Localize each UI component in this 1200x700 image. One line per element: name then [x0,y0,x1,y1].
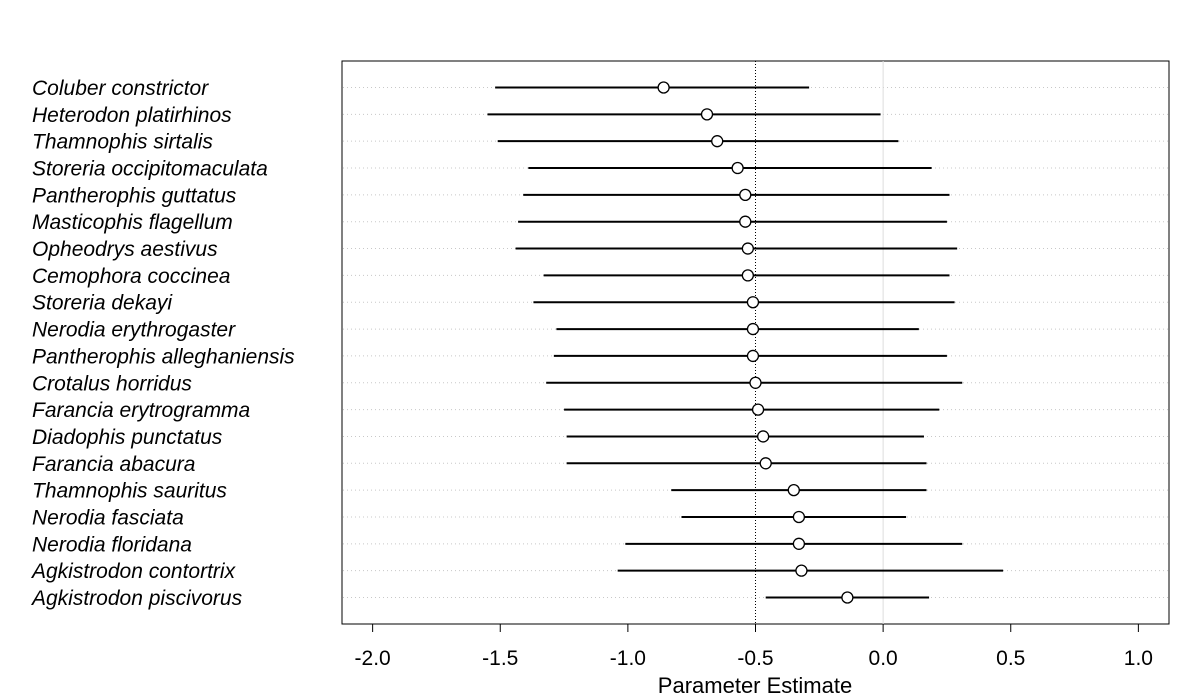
x-axis-title: Parameter Estimate [658,673,852,698]
species-label: Coluber constrictor [32,77,209,100]
species-label: Diadophis punctatus [32,426,223,449]
species-label: Agkistrodon contortrix [30,560,237,583]
x-tick-label: 1.0 [1124,647,1153,670]
species-label: Farancia erytrogramma [32,399,250,422]
estimate-point [741,242,754,255]
estimate-points [657,81,854,604]
estimate-point [731,161,744,175]
estimate-point [746,322,760,336]
species-labels: Coluber constrictor Heterodon platirhinos… [30,77,295,610]
estimate-point [657,81,670,94]
estimate-point [792,510,806,524]
estimate-point [792,537,806,550]
species-label: Thamnophis sauritus [32,480,227,503]
species-label: Nerodia erythrogaster [32,319,236,342]
estimate-point [746,349,760,363]
species-label: Heterodon platirhinos [32,104,232,127]
species-label: Storeria dekayi [32,292,173,315]
x-tick-label: -2.0 [355,647,391,670]
x-tick-label: -0.5 [737,647,773,670]
species-label: Pantherophis alleghaniensis [32,345,295,368]
species-label: Farancia abacura [32,453,195,476]
species-label: Opheodrys aestivus [32,238,218,261]
estimate-point [746,296,760,309]
estimate-point [751,403,765,416]
species-label: Masticophis flagellum [32,211,233,234]
interval-lines [487,86,1004,599]
species-label: Agkistrodon piscivorus [30,587,243,610]
species-label: Crotalus horridus [32,372,192,395]
species-label: Storeria occipitomaculata [32,158,268,181]
estimate-point [841,591,854,604]
species-label: Pantherophis guttatus [32,184,237,207]
estimate-point [739,215,752,228]
estimate-point [739,188,752,202]
estimate-point [741,269,754,282]
species-label: Thamnophis sirtalis [32,131,213,154]
estimate-point [757,430,770,443]
x-tick-label: 0.0 [869,647,898,670]
estimate-point [795,564,808,577]
x-axis: -2.0 -1.5 -1.0 -0.5 0.0 0.5 1.0 [355,624,1153,670]
estimate-point [700,108,714,121]
reference-lines [755,61,884,624]
species-label: Nerodia fasciata [32,506,184,529]
estimate-point [759,457,772,470]
estimate-point [749,376,762,389]
estimate-point [711,135,724,148]
x-tick-label: -1.0 [610,647,646,670]
x-tick-label: -1.5 [482,647,518,670]
x-tick-label: 0.5 [996,647,1025,670]
species-label: Nerodia floridana [32,533,192,556]
estimate-point [787,483,800,497]
species-label: Cemophora coccinea [32,265,230,288]
